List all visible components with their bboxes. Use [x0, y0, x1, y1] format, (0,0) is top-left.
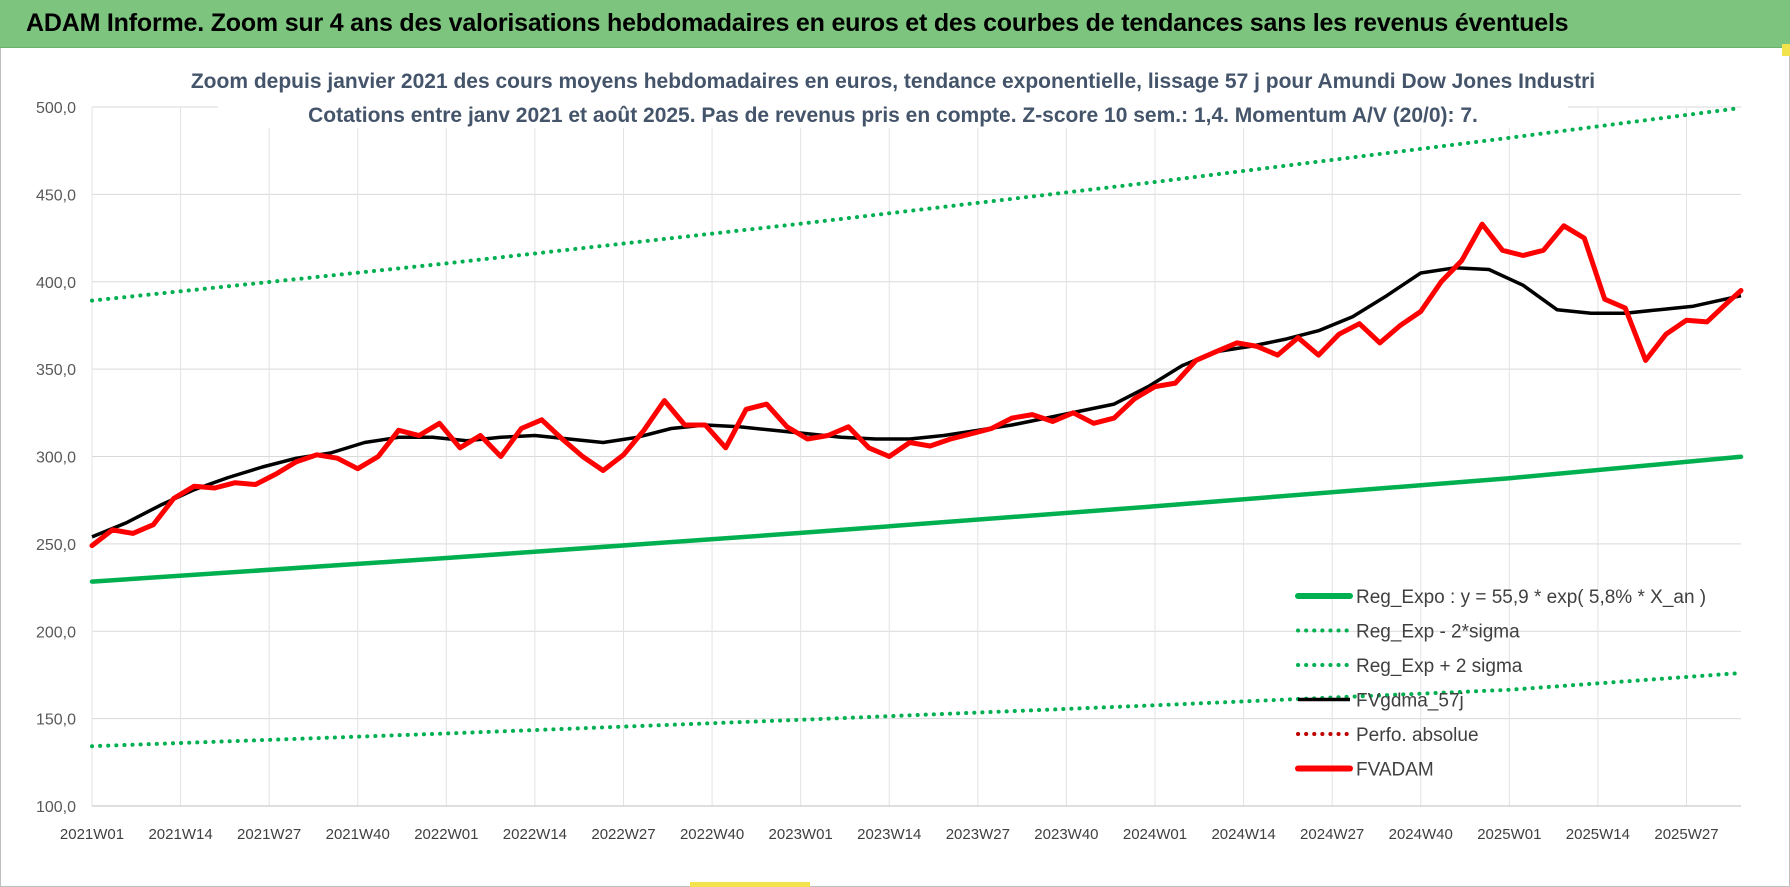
- series-line-low: [90, 671, 1743, 749]
- x-tick-label: 2022W40: [680, 826, 744, 843]
- y-tick-label: 200,0: [36, 624, 76, 641]
- chart-area: Zoom depuis janvier 2021 des cours moyen…: [36, 62, 1744, 843]
- x-tick-label: 2022W14: [503, 826, 567, 843]
- legend-label-fva: FVADAM: [1356, 760, 1434, 781]
- x-tick-label: 2025W01: [1477, 826, 1541, 843]
- x-tick-label: 2024W40: [1389, 826, 1453, 843]
- sheet-tab-marker: [690, 882, 810, 887]
- axes: 100,0 150,0 200,0 250,0 300,0 350,0 400,0 450,0…: [36, 100, 1741, 843]
- x-tick-label: 2023W40: [1034, 826, 1098, 843]
- y-tick-label: 250,0: [36, 537, 76, 554]
- series-layer: [89, 105, 1744, 749]
- legend-label-perfo: Perfo. absolue: [1356, 725, 1479, 746]
- series-line-high: [90, 105, 1743, 303]
- chart-subtitle-line-1: Zoom depuis janvier 2021 des cours moyen…: [191, 70, 1595, 93]
- x-tick-label: 2021W27: [237, 826, 301, 843]
- x-tick-label: 2024W14: [1211, 826, 1275, 843]
- x-tick-label: 2021W40: [326, 826, 390, 843]
- legend-label-fvg: FVgdma_57j: [1356, 691, 1464, 712]
- x-tick-label: 2025W27: [1654, 826, 1718, 843]
- y-tick-label: 450,0: [36, 187, 76, 204]
- chart-title: ADAM Informe. Zoom sur 4 ans des valoris…: [26, 9, 1569, 37]
- x-tick-label: 2023W14: [857, 826, 921, 843]
- legend: Reg_Expo : y = 55,9 * exp( 5,8% * X_an )…: [1295, 587, 1706, 781]
- x-tick-label: 2021W01: [60, 826, 124, 843]
- y-tick-label: 100,0: [36, 799, 76, 816]
- subtitle-background: [218, 62, 1568, 128]
- series-line-fva: [89, 221, 1744, 549]
- legend-label-low: Reg_Exp - 2*sigma: [1356, 622, 1520, 643]
- series-line-fvg: [91, 266, 1742, 539]
- y-tick-label: 150,0: [36, 712, 76, 729]
- x-tick-label: 2022W27: [591, 826, 655, 843]
- chart-subtitle-line-2: Cotations entre janv 2021 et août 2025. …: [308, 104, 1478, 127]
- y-tick-label: 500,0: [36, 100, 76, 117]
- x-tick-label: 2025W14: [1566, 826, 1630, 843]
- corner-marker: [1782, 44, 1790, 56]
- x-tick-label: 2024W27: [1300, 826, 1364, 843]
- title-bar: ADAM Informe. Zoom sur 4 ans des valoris…: [0, 0, 1790, 48]
- legend-label-reg: Reg_Expo : y = 55,9 * exp( 5,8% * X_an ): [1356, 587, 1706, 608]
- x-tick-label: 2023W27: [946, 826, 1010, 843]
- x-tick-label: 2022W01: [414, 826, 478, 843]
- x-tick-label: 2021W14: [148, 826, 212, 843]
- x-tick-label: 2024W01: [1123, 826, 1187, 843]
- y-tick-label: 400,0: [36, 275, 76, 292]
- legend-label-high: Reg_Exp + 2 sigma: [1356, 656, 1523, 677]
- y-tick-label: 350,0: [36, 362, 76, 379]
- x-tick-label: 2023W01: [769, 826, 833, 843]
- y-tick-label: 300,0: [36, 450, 76, 467]
- series-line-reg: [89, 454, 1744, 584]
